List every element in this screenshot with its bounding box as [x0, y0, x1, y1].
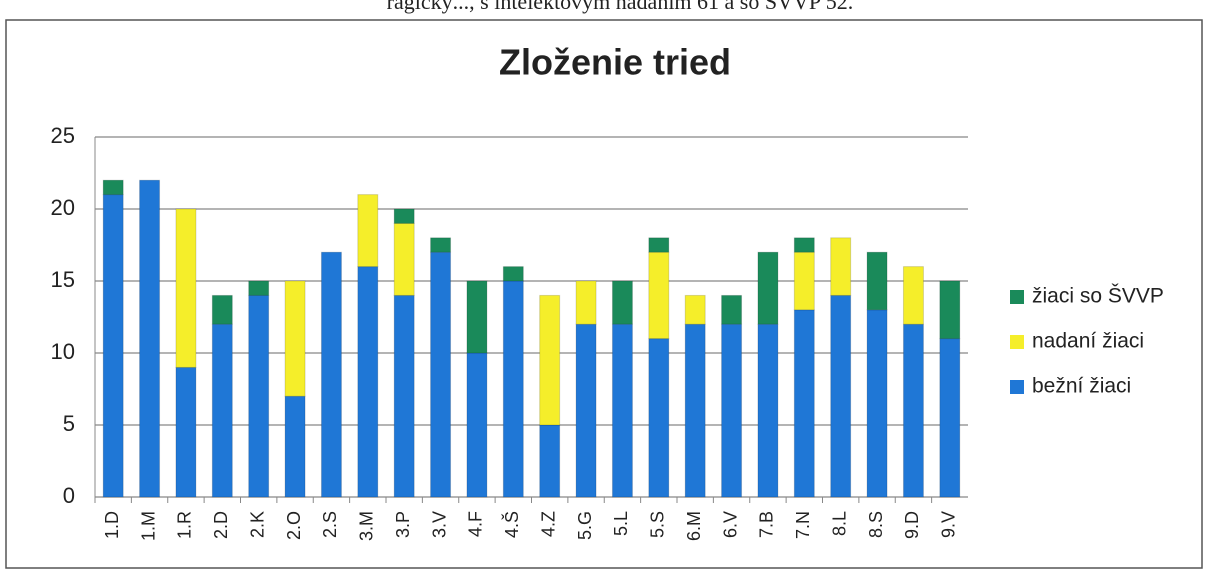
bar-segment	[939, 338, 961, 498]
legend-swatch	[1010, 335, 1024, 349]
bar-segment	[648, 338, 670, 498]
y-tick-label: 5	[63, 411, 75, 436]
x-tick-label: 4.F	[466, 511, 486, 537]
bar-segment	[430, 237, 452, 253]
bar-segment	[466, 280, 488, 354]
y-tick-label: 20	[51, 195, 75, 220]
x-tick-label: 6.M	[684, 511, 704, 541]
bar-segment	[502, 266, 524, 282]
x-tick-label: 5.G	[575, 511, 595, 540]
bar-segment	[539, 424, 561, 498]
legend-swatch	[1010, 380, 1024, 394]
bar-segment	[248, 294, 270, 498]
bar-segment	[539, 294, 561, 426]
chart-frame	[5, 19, 1203, 569]
legend-label: žiaci so ŠVVP	[1032, 285, 1164, 308]
x-tick-label: 2.D	[211, 511, 231, 539]
bar-segment	[102, 179, 124, 196]
bar-segment	[357, 194, 379, 268]
bar-segment	[721, 323, 743, 498]
bar-segment	[793, 237, 815, 253]
x-tick-label: 5.L	[611, 511, 631, 536]
bar-segment	[102, 194, 124, 498]
bar-segment	[393, 208, 415, 224]
bar-segment	[211, 323, 233, 498]
bar-segment	[866, 309, 888, 498]
bar-segment	[721, 294, 743, 325]
bar-segment	[902, 266, 924, 325]
bar-segment	[175, 366, 197, 498]
bar-segment	[866, 251, 888, 311]
bar-segment	[139, 179, 161, 498]
x-tick-label: 4.Š	[501, 511, 522, 538]
legend-label: bežní žiaci	[1032, 375, 1131, 398]
x-tick-label: 3.V	[429, 511, 449, 538]
bar-segment	[793, 309, 815, 498]
chart-title: Zloženie tried	[499, 42, 731, 83]
x-tick-label: 7.B	[757, 511, 777, 538]
bar-segment	[902, 323, 924, 498]
bar-segment	[248, 280, 270, 296]
x-tick-label: 9.D	[902, 511, 922, 539]
y-tick-label: 25	[51, 123, 75, 148]
x-tick-label: 8.S	[866, 511, 886, 538]
bar-segment	[320, 251, 342, 498]
bar-segment	[684, 323, 706, 498]
bar-segment	[684, 294, 706, 325]
y-tick-label: 15	[51, 267, 75, 292]
bar-segment	[757, 251, 779, 325]
x-tick-label: 3.P	[393, 511, 413, 538]
x-tick-label: 1.M	[138, 511, 158, 541]
x-tick-label: 8.L	[829, 511, 849, 536]
x-tick-label: 1.D	[102, 511, 122, 539]
bar-segment	[284, 395, 306, 498]
bar-segment	[939, 280, 961, 340]
x-tick-label: 7.N	[793, 511, 813, 539]
bar-segment	[830, 294, 852, 498]
x-tick-label: 4.Z	[538, 511, 558, 537]
x-tick-label: 2.S	[320, 511, 340, 538]
legend-label: nadaní žiaci	[1032, 330, 1144, 353]
bar-segment	[393, 222, 415, 296]
bar-segment	[611, 323, 633, 498]
bar-segment	[648, 237, 670, 253]
bar-segment	[357, 266, 379, 498]
x-tick-label: 9.V	[939, 511, 959, 538]
x-tick-label: 2.O	[284, 511, 304, 540]
bar-segment	[502, 280, 524, 498]
bar-segment	[466, 352, 488, 498]
bar-segment	[611, 280, 633, 325]
x-tick-label: 5.S	[648, 511, 668, 538]
y-tick-label: 0	[63, 483, 75, 508]
x-tick-label: 1.R	[175, 511, 195, 539]
bar-segment	[793, 251, 815, 311]
bar-segment	[757, 323, 779, 498]
bar-segment	[648, 251, 670, 340]
bar-segment	[175, 208, 197, 368]
bar-segment	[575, 280, 597, 325]
x-tick-label: 6.V	[720, 511, 740, 538]
bar-segment	[393, 294, 415, 498]
x-tick-label: 3.M	[357, 511, 377, 541]
legend-swatch	[1010, 290, 1024, 304]
x-tick-label: 2.K	[247, 511, 267, 538]
bar-segment	[211, 294, 233, 325]
bar-segment	[575, 323, 597, 498]
y-tick-label: 10	[51, 339, 75, 364]
bar-segment	[830, 237, 852, 296]
bar-segment	[430, 251, 452, 498]
bar-segment	[284, 280, 306, 397]
header-text: ragický..., s intelektovým nadaním 61 a …	[387, 0, 854, 14]
